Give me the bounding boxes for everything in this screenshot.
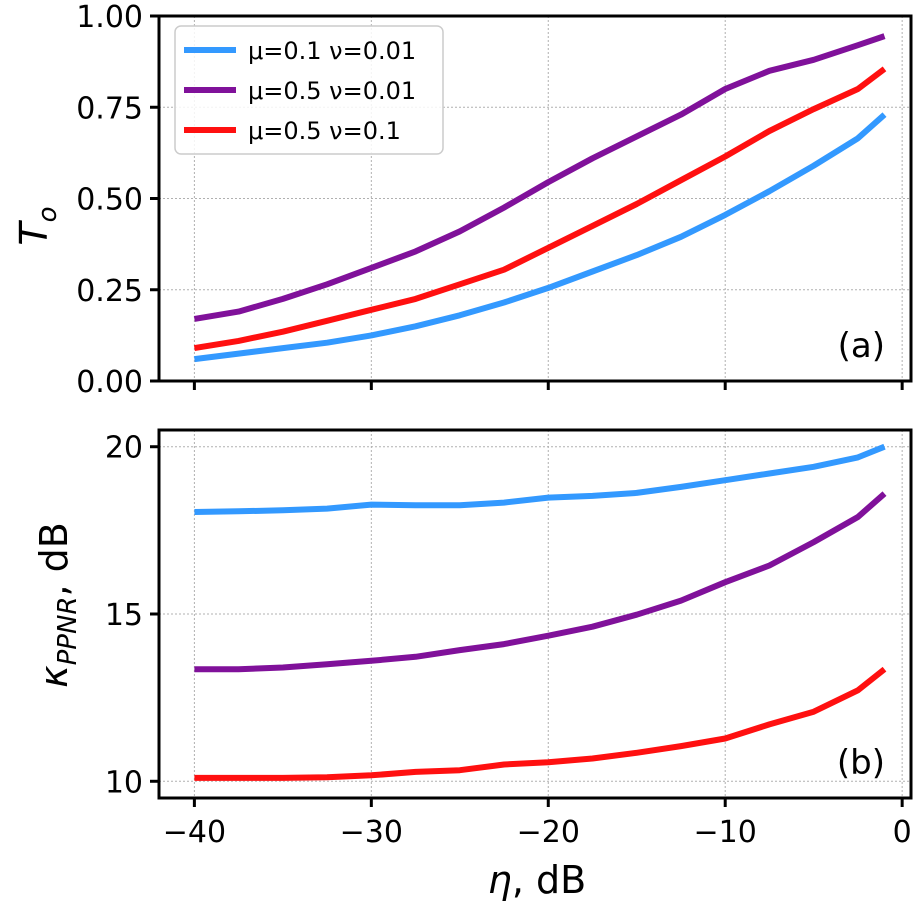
x-tick-label: −40	[163, 815, 226, 850]
series-line-b-2	[194, 491, 887, 673]
panel-label-b: (b)	[837, 743, 885, 783]
y-axis-title-a: To	[12, 206, 63, 245]
y-tick-label: 15	[105, 598, 143, 633]
y-tick-label: 10	[105, 765, 143, 800]
y-tick-label: 1.00	[76, 0, 143, 35]
series-line-a-3	[193, 66, 887, 352]
series-line-a-2	[193, 33, 886, 322]
panel-b: 10 15 20 −40 −30 −20 −10 0(b) κPPNR, dB η, dB	[32, 428, 913, 902]
y-tick-label: 0.50	[76, 183, 143, 218]
y-axis-title-b: κPPNR, dB	[32, 522, 83, 688]
x-axis-title: η, dB	[488, 858, 586, 902]
x-tick-label: 0	[893, 815, 912, 850]
x-tick-label: −10	[694, 815, 757, 850]
y-tick-label: 0.75	[76, 91, 143, 126]
y-tick-label: 20	[105, 431, 143, 466]
grid-b	[159, 430, 911, 798]
series-line-b-1	[194, 443, 886, 515]
panel-a: 0.00 0.25 0.50 0.75 1.00 (a) To	[12, 0, 913, 400]
series-line-a-1	[194, 112, 887, 363]
x-tick-label: −20	[517, 815, 580, 850]
y-tick-label: 0.00	[76, 365, 143, 400]
legend-label-1: μ=0.1 ν=0.01	[248, 37, 416, 65]
legend-box	[174, 25, 444, 155]
series-line-b-3	[194, 666, 887, 781]
x-tick-label: −30	[340, 815, 403, 850]
y-tick-label: 0.25	[76, 274, 143, 309]
legend-label-3: μ=0.5 ν=0.1	[248, 117, 401, 145]
legend: μ=0.1 ν=0.01 μ=0.5 ν=0.01 μ=0.5 ν=0.1	[174, 25, 444, 155]
legend-label-2: μ=0.5 ν=0.01	[248, 77, 416, 105]
panel-label-a: (a)	[838, 326, 885, 366]
